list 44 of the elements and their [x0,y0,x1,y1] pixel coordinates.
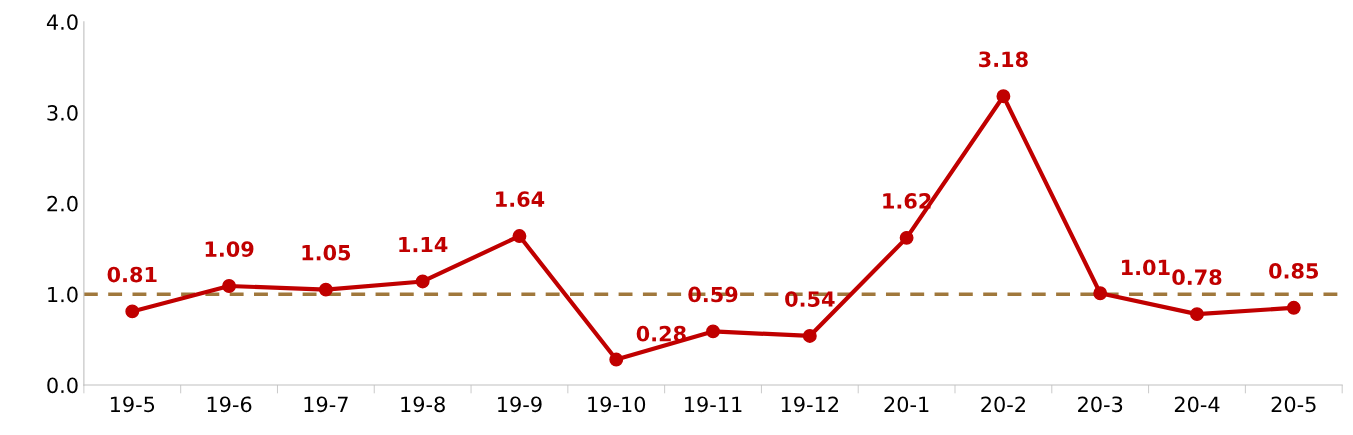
data-label: 1.62 [883,193,931,209]
y-tick-label: 1.0 [48,286,78,303]
x-tick-label: 19-11 [685,396,742,413]
x-tick-label: 19-9 [498,396,542,413]
data-label: 1.09 [205,241,254,257]
x-tick-label: 20-4 [1174,396,1220,413]
data-label: 0.59 [688,286,738,303]
data-label: 0.78 [1172,269,1222,286]
point [802,328,817,343]
point [1286,300,1301,315]
point [415,274,430,289]
point [706,324,720,339]
point [996,89,1011,104]
point [1190,307,1204,322]
x-tick-label: 20-5 [1271,396,1316,413]
x-tick-label: 19-8 [401,396,445,413]
point [512,229,527,243]
point [609,352,624,367]
point [1093,286,1108,301]
data-label: 0.85 [1269,262,1319,279]
x-tick-label: 20-1 [884,396,929,413]
data-label: 1.01 [1121,259,1170,276]
data-label: 3.18 [979,51,1028,68]
point [899,230,914,245]
x-tick-label: 20-3 [1078,396,1123,413]
point [222,279,237,293]
data-label: 1.64 [496,191,545,208]
point [125,304,140,319]
y-tick-label: 3.0 [47,105,78,121]
x-tick-label: 19-5 [110,396,155,413]
x-tick-label: 19-6 [207,396,252,413]
data-label: 1.05 [302,244,351,261]
y-tick-label: 4.0 [46,14,78,30]
data-label: 0.81 [107,266,157,283]
x-tick-label: 20-2 [981,396,1025,413]
y-tick-label: 0.0 [47,377,78,394]
data-label: 0.28 [636,325,686,342]
point [318,282,333,297]
x-tick-label: 19-10 [588,396,646,413]
data-label: 1.14 [399,236,448,253]
x-tick-label: 19-7 [304,396,348,413]
x-tick-label: 19-12 [781,396,838,413]
y-tick-label: 2.0 [47,195,78,212]
data-label: 0.54 [785,291,835,307]
